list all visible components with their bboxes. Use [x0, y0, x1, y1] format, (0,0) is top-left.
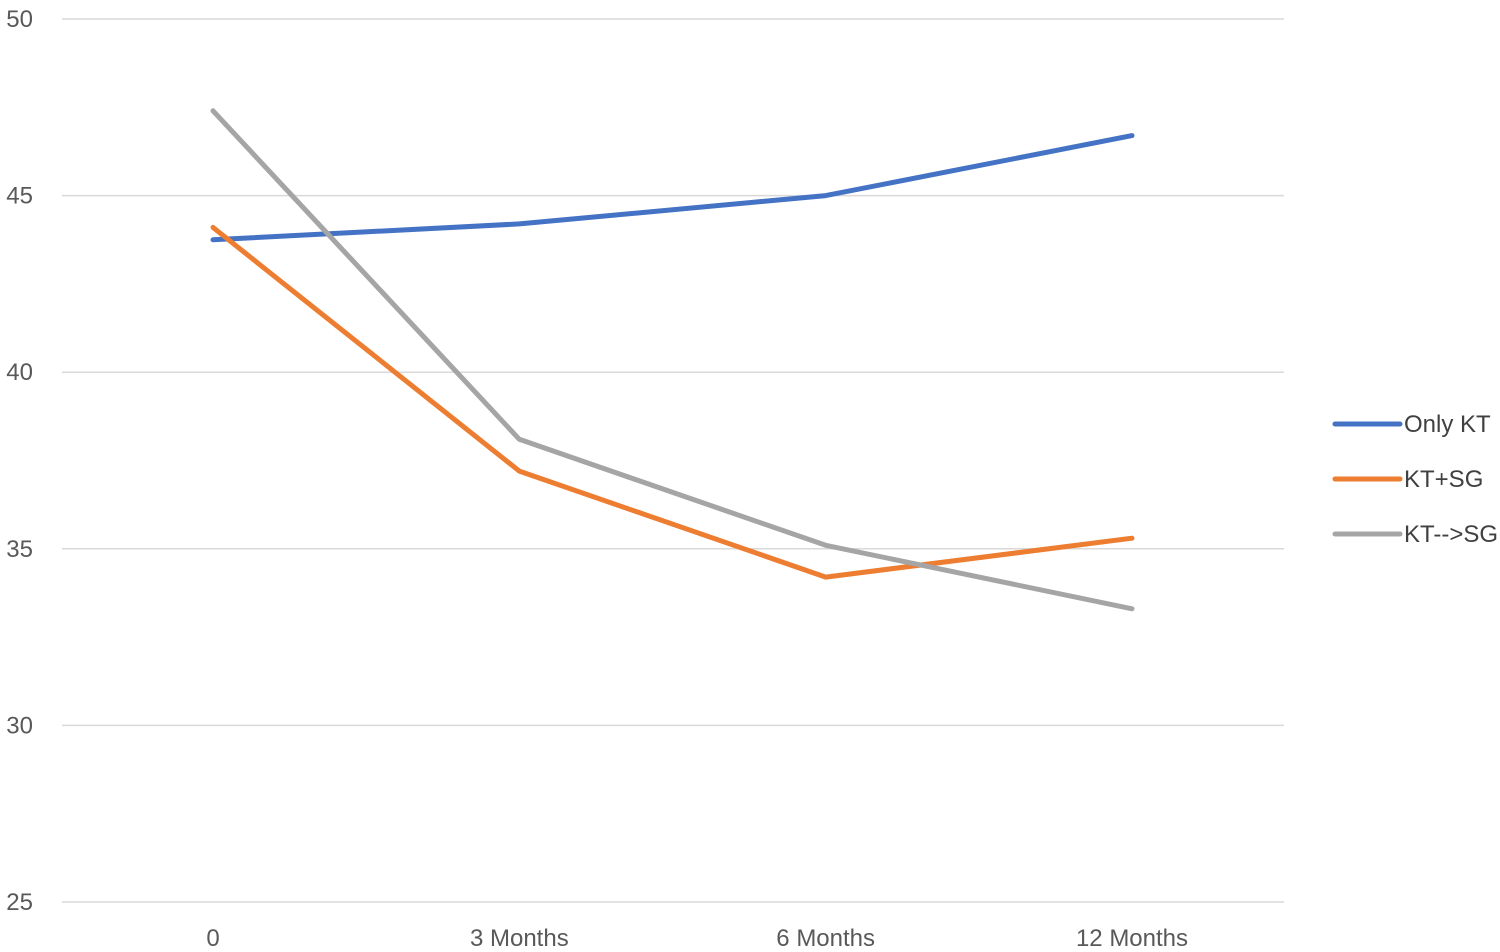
x-tick-label: 12 Months	[1076, 925, 1188, 952]
x-tick-label: 0	[206, 925, 219, 952]
y-tick-label: 25	[6, 889, 33, 916]
x-tick-label: 6 Months	[776, 925, 875, 952]
x-tick-label: 3 Months	[470, 925, 569, 952]
series-line-1	[210, 133, 1135, 243]
y-tick-label: 45	[6, 183, 33, 210]
y-axis-tick-labels: 25 30 35 40 45 50	[6, 6, 33, 916]
gridlines	[62, 18, 1284, 903]
y-tick-label: 50	[6, 6, 33, 33]
y-tick-label: 30	[6, 712, 33, 739]
series-line-3	[210, 108, 1135, 612]
series-line-2	[210, 224, 1135, 580]
legend: Only KT KT+SG KT-->SG	[1332, 411, 1498, 548]
x-axis-tick-labels: 0 3 Months 6 Months 12 Months	[206, 925, 1188, 952]
legend-label: KT-->SG	[1404, 521, 1498, 548]
y-tick-label: 40	[6, 359, 33, 386]
y-tick-label: 35	[6, 536, 33, 563]
legend-label: Only KT	[1404, 411, 1491, 438]
series-lines	[210, 108, 1135, 612]
legend-label: KT+SG	[1404, 466, 1483, 493]
